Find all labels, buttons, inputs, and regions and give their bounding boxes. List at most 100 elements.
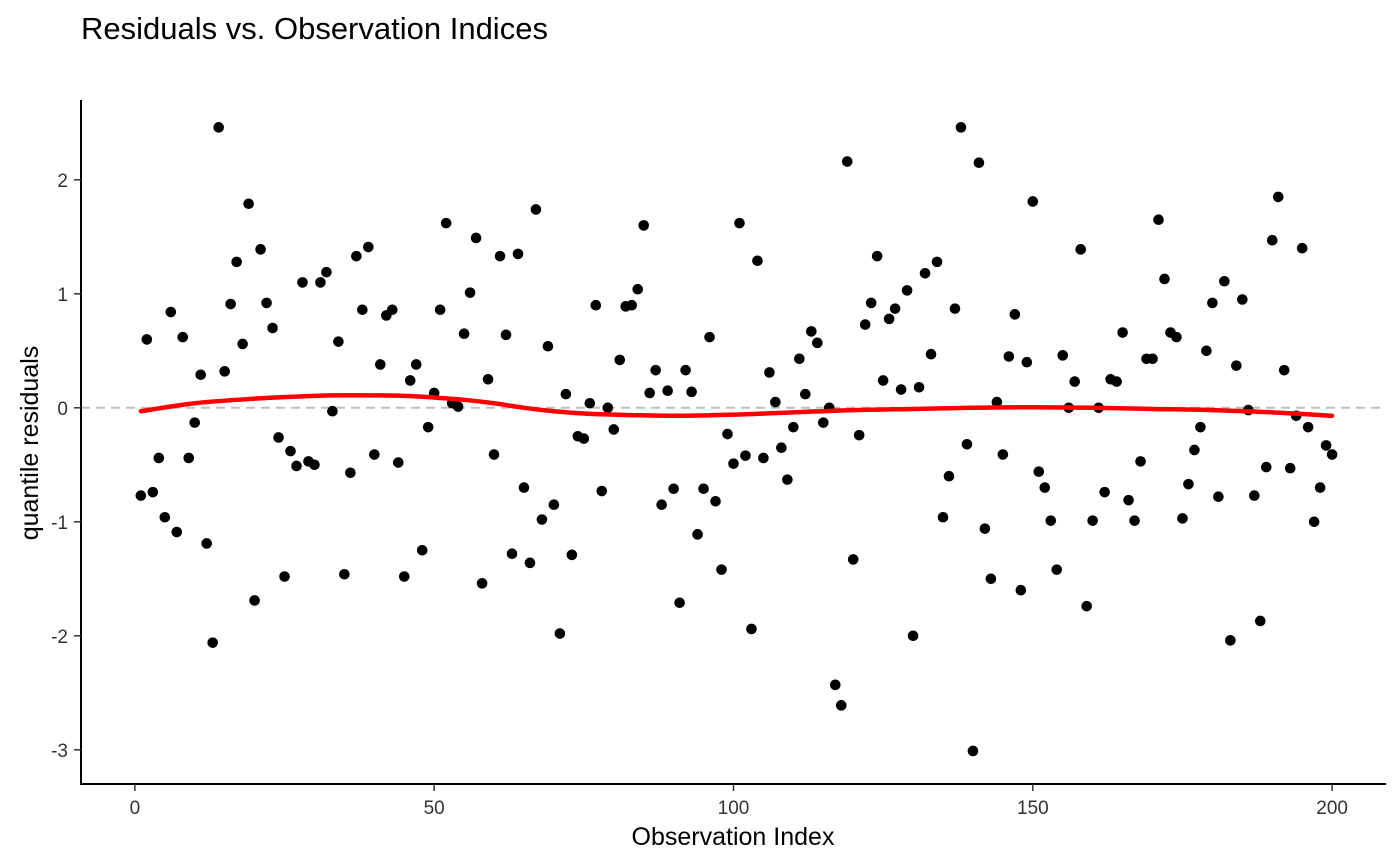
data-point <box>584 397 596 409</box>
data-point <box>680 364 691 376</box>
data-point <box>800 388 811 400</box>
data-point <box>327 405 338 417</box>
data-point <box>997 449 1009 460</box>
data-point <box>548 499 560 511</box>
data-point <box>195 369 207 381</box>
data-point <box>1195 421 1206 433</box>
data-point <box>255 244 266 255</box>
data-point <box>925 348 937 360</box>
data-point <box>877 375 889 386</box>
data-point <box>674 597 685 609</box>
data-point <box>1272 191 1284 203</box>
data-point <box>770 396 781 408</box>
data-point <box>386 304 398 316</box>
data-point <box>650 364 661 376</box>
data-point <box>1075 244 1086 255</box>
data-point <box>1117 327 1128 338</box>
data-point <box>1027 196 1039 207</box>
data-point <box>1159 273 1170 285</box>
data-point <box>506 548 518 560</box>
data-point <box>494 250 506 262</box>
data-point <box>961 438 973 450</box>
y-axis-title: quantile residuals <box>16 346 44 541</box>
data-point <box>889 303 901 314</box>
smooth-layer <box>138 393 1335 419</box>
data-point <box>267 322 278 334</box>
data-point <box>698 483 709 495</box>
data-point <box>566 549 578 561</box>
data-point <box>1111 376 1122 387</box>
data-point <box>596 485 608 497</box>
data-point <box>243 198 254 210</box>
data-point <box>237 338 248 350</box>
data-point <box>560 388 572 400</box>
data-point <box>1177 513 1188 524</box>
data-point <box>1129 515 1140 526</box>
data-point <box>656 499 667 511</box>
data-point <box>734 217 745 229</box>
data-point <box>901 285 913 296</box>
data-point <box>357 304 368 316</box>
data-point <box>812 337 823 349</box>
data-point <box>931 256 943 268</box>
data-point <box>1021 356 1033 368</box>
data-point <box>722 428 733 440</box>
data-point <box>398 571 410 582</box>
data-point <box>177 331 189 343</box>
data-point <box>464 287 476 298</box>
data-point <box>746 623 757 635</box>
data-point <box>333 336 344 347</box>
data-point <box>728 458 739 469</box>
data-point <box>865 297 877 309</box>
data-point <box>764 367 775 378</box>
data-point <box>1147 353 1158 365</box>
data-point <box>758 452 769 464</box>
data-point <box>794 353 805 365</box>
data-point <box>644 387 655 399</box>
data-point <box>919 267 931 279</box>
data-point <box>1225 635 1236 646</box>
x-axis-title: Observation Index <box>632 823 835 851</box>
y-tick-label: 2 <box>57 171 68 192</box>
data-point <box>1308 516 1320 528</box>
data-point <box>404 375 416 386</box>
data-point <box>1171 331 1182 343</box>
data-point <box>225 298 236 310</box>
axes-layer: 0 50 100 150 200 -3 -2 -1 0 1 2 <box>51 100 1386 819</box>
data-point <box>542 340 554 352</box>
data-point <box>1207 297 1218 309</box>
data-point <box>788 421 799 433</box>
data-point <box>871 250 883 262</box>
data-point <box>207 637 218 648</box>
data-point <box>500 329 512 341</box>
points-layer <box>135 122 1338 757</box>
data-point <box>297 277 308 288</box>
data-point <box>422 421 434 433</box>
data-point <box>315 277 326 288</box>
data-point <box>752 255 763 267</box>
data-point <box>883 313 895 325</box>
data-point <box>782 474 793 485</box>
data-point <box>1314 482 1326 493</box>
x-tick-label: 100 <box>718 798 750 819</box>
data-point <box>913 381 925 393</box>
chart-title: Residuals vs. Observation Indices <box>81 11 548 46</box>
data-point <box>1099 486 1110 498</box>
data-point <box>141 334 153 345</box>
data-point <box>309 459 320 471</box>
y-tick-label: -1 <box>51 513 68 534</box>
data-point <box>231 256 242 268</box>
data-point <box>692 529 703 540</box>
smooth-curve <box>138 393 1335 419</box>
data-point <box>291 460 302 472</box>
data-point <box>416 545 428 556</box>
data-point <box>632 283 644 295</box>
data-point <box>1302 421 1314 433</box>
data-point <box>1057 350 1069 361</box>
data-point <box>1260 461 1272 473</box>
data-point <box>847 554 859 565</box>
data-point <box>261 297 272 309</box>
data-point <box>1326 449 1338 460</box>
data-point <box>991 396 1003 408</box>
